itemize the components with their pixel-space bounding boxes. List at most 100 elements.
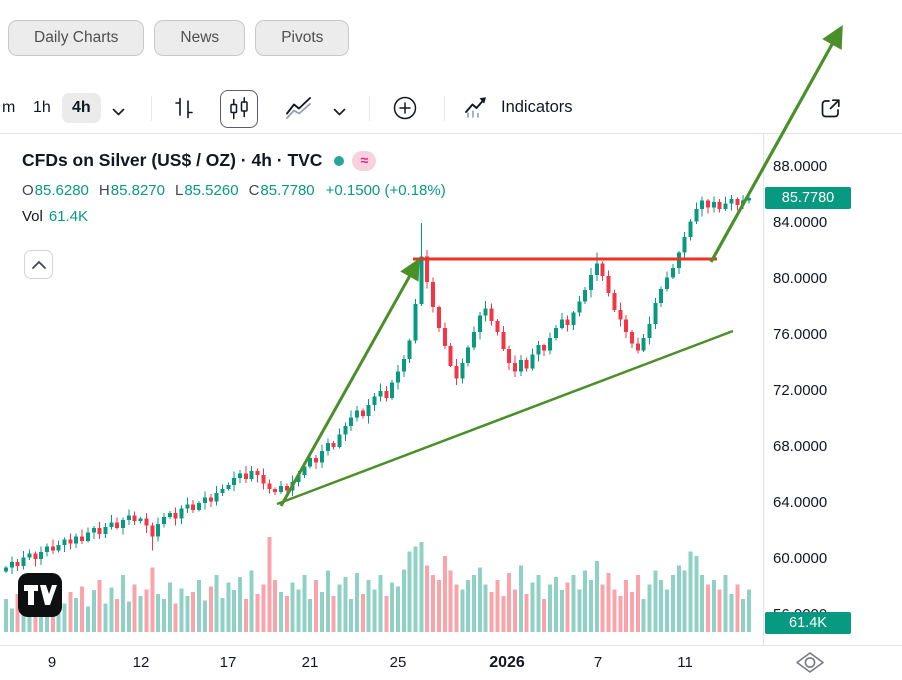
price-scale-label: 60.0000 xyxy=(773,550,828,567)
drawing-trend-arrow-1[interactable] xyxy=(279,258,420,507)
volume-label: Vol xyxy=(22,208,43,225)
volume-bar xyxy=(577,589,582,632)
volume-bar xyxy=(735,584,740,632)
volume-bar xyxy=(612,589,617,632)
volume-bar xyxy=(343,576,348,632)
candle xyxy=(39,546,44,565)
candle xyxy=(653,297,658,330)
price-scale-label: 84.0000 xyxy=(773,214,828,231)
volume-bar xyxy=(501,595,506,632)
candlestick-chart-type-selected[interactable] xyxy=(220,90,258,128)
candle xyxy=(706,198,710,214)
candle xyxy=(425,250,430,289)
symbol-title-row[interactable]: CFDs on Silver (US$ / OZ) · 4h · TVC ≈ xyxy=(22,150,446,171)
candle xyxy=(144,513,149,533)
candle xyxy=(717,199,722,213)
candle xyxy=(589,267,593,298)
news-button[interactable]: News xyxy=(154,20,246,56)
daily-charts-button[interactable]: Daily Charts xyxy=(8,20,145,56)
volume-bar xyxy=(232,590,237,632)
open-label: O xyxy=(22,182,34,199)
candle xyxy=(91,526,96,540)
candle xyxy=(349,410,354,431)
candle xyxy=(197,501,202,512)
volume-bar xyxy=(477,567,482,632)
candle xyxy=(647,316,652,345)
candle xyxy=(407,339,412,364)
time-scale-label: 2026 xyxy=(489,654,525,671)
volume-bar xyxy=(21,603,26,632)
candle xyxy=(530,348,535,371)
candle xyxy=(366,398,371,424)
eye-diamond-icon[interactable] xyxy=(794,650,826,680)
volume-bar xyxy=(682,570,687,632)
volume-bar xyxy=(454,584,459,632)
area-chart-type-icon[interactable] xyxy=(284,94,314,127)
compare-plus-icon[interactable] xyxy=(391,94,419,127)
candle xyxy=(489,303,494,326)
volume-bar xyxy=(711,579,716,632)
volume-bar xyxy=(676,565,681,632)
volume-bar xyxy=(109,587,114,632)
volume-bar xyxy=(261,584,266,632)
flag-badge-icon[interactable]: ≈ xyxy=(352,150,377,171)
volume-bar xyxy=(325,570,330,632)
candle xyxy=(243,466,248,483)
candle xyxy=(735,197,740,211)
candle xyxy=(261,468,266,490)
tradingview-logo[interactable] xyxy=(18,573,62,617)
volume-bar xyxy=(290,582,295,632)
candle xyxy=(226,482,231,491)
volume-bar xyxy=(296,589,301,632)
volume-bar xyxy=(489,592,494,632)
volume-bar xyxy=(635,575,640,632)
time-scale-label: 7 xyxy=(593,654,603,671)
volume-bar xyxy=(197,579,202,632)
candle xyxy=(507,345,512,370)
candle xyxy=(185,497,190,513)
candle xyxy=(536,340,541,362)
volume-bar xyxy=(255,594,260,632)
volume-bar xyxy=(208,586,213,632)
indicators-label[interactable]: Indicators xyxy=(501,98,573,116)
volume-bar xyxy=(483,584,488,632)
volume-bar xyxy=(641,598,646,632)
candle xyxy=(4,566,8,573)
timeframe-menu-chevron-down-icon[interactable] xyxy=(112,104,125,122)
time-scale-label: 12 xyxy=(132,654,150,671)
export-share-icon[interactable] xyxy=(817,95,844,127)
chart-type-menu-chevron-down-icon[interactable] xyxy=(333,104,346,122)
candle xyxy=(723,196,728,212)
timeframe-4h-active[interactable]: 4h xyxy=(62,93,101,123)
volume-bar xyxy=(624,579,629,632)
volume-bar xyxy=(372,589,377,632)
candle xyxy=(401,354,406,378)
bar-chart-type-icon[interactable] xyxy=(170,94,198,127)
high-value: 85.8270 xyxy=(110,182,165,199)
drawing-breakout-arrow[interactable] xyxy=(709,24,843,263)
volume-bar xyxy=(103,603,108,632)
collapse-legend-button[interactable] xyxy=(24,250,53,279)
candle xyxy=(548,332,553,355)
time-scale[interactable]: 9 12 17 21 25 2026 7 11 xyxy=(0,645,902,680)
chevron-up-icon xyxy=(31,260,46,269)
volume-bar xyxy=(273,579,278,632)
timeframe-m[interactable]: m xyxy=(2,99,16,116)
low-label: L xyxy=(174,182,184,199)
volume-bar xyxy=(85,606,90,632)
timeframe-1h[interactable]: 1h xyxy=(33,99,51,116)
volume-bar xyxy=(723,575,728,632)
indicators-icon[interactable] xyxy=(463,95,493,126)
candle xyxy=(319,444,324,468)
candlestick-chart[interactable] xyxy=(0,133,762,645)
volume-bar xyxy=(448,570,453,632)
volume-bar xyxy=(401,569,406,632)
volume-bar xyxy=(161,598,166,632)
volume-bar xyxy=(395,586,400,632)
candle xyxy=(50,539,55,554)
volume-bar xyxy=(653,570,658,632)
volume-bar xyxy=(384,595,389,632)
price-scale[interactable]: 56.000060.000064.000068.000072.000076.00… xyxy=(763,133,902,645)
pivots-button[interactable]: Pivots xyxy=(255,20,350,56)
drawing-support-trendline[interactable] xyxy=(276,329,734,506)
